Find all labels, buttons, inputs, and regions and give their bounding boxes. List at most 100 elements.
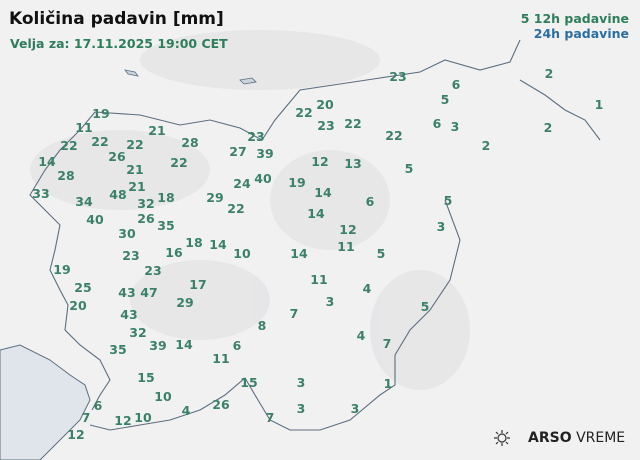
station-value: 19 <box>92 106 110 121</box>
station-value: 40 <box>254 171 272 186</box>
station-value: 22 <box>126 137 144 152</box>
station-value: 26 <box>137 211 155 226</box>
legend-12h-label: 12h padavine <box>533 11 629 26</box>
station-value: 5 <box>420 299 430 314</box>
station-value: 23 <box>122 248 140 263</box>
slovenia-border <box>29 39 601 431</box>
station-value: 32 <box>137 196 155 211</box>
station-value: 22 <box>295 105 313 120</box>
station-value: 21 <box>126 162 144 177</box>
station-value: 23 <box>144 263 162 278</box>
station-value: 5 <box>404 161 414 176</box>
station-value: 16 <box>165 245 183 260</box>
station-value: 30 <box>118 226 136 241</box>
station-value: 6 <box>432 116 442 131</box>
station-value: 35 <box>157 218 175 233</box>
station-value: 26 <box>108 149 126 164</box>
station-value: 11 <box>337 239 355 254</box>
station-value: 22 <box>91 134 109 149</box>
station-value: 20 <box>316 97 334 112</box>
logo-brand: ARSO <box>528 430 572 446</box>
station-value: 43 <box>120 307 138 322</box>
station-value: 5 <box>440 92 450 107</box>
valid-time: Velja za: 17.11.2025 19:00 CET <box>10 36 228 51</box>
station-value: 39 <box>256 146 274 161</box>
station-value: 17 <box>189 277 207 292</box>
station-value: 15 <box>137 370 155 385</box>
station-value: 48 <box>109 187 127 202</box>
station-value: 2 <box>544 66 554 81</box>
station-value: 11 <box>212 351 230 366</box>
station-value: 22 <box>60 138 78 153</box>
station-value: 10 <box>233 246 251 261</box>
sea <box>0 344 91 460</box>
station-value: 3 <box>296 401 306 416</box>
station-value: 10 <box>134 410 152 425</box>
station-value: 4 <box>181 403 191 418</box>
station-value: 5 <box>443 193 453 208</box>
station-value: 1 <box>594 97 604 112</box>
station-value: 35 <box>109 342 127 357</box>
station-value: 18 <box>185 235 203 250</box>
station-value: 8 <box>257 318 267 333</box>
station-value: 4 <box>362 281 372 296</box>
station-value: 39 <box>149 338 167 353</box>
station-value: 25 <box>74 280 92 295</box>
station-value: 21 <box>128 179 146 194</box>
station-value: 22 <box>385 128 403 143</box>
station-value: 6 <box>232 338 242 353</box>
station-value: 22 <box>170 155 188 170</box>
station-value: 2 <box>543 120 553 135</box>
station-value: 32 <box>129 325 147 340</box>
station-value: 20 <box>69 298 87 313</box>
station-value: 18 <box>157 190 175 205</box>
station-value: 15 <box>240 375 258 390</box>
station-value: 6 <box>365 194 375 209</box>
station-value: 29 <box>206 190 224 205</box>
station-value: 23 <box>317 118 335 133</box>
station-value: 47 <box>140 285 158 300</box>
logo-product: VREME <box>576 430 626 446</box>
lake <box>124 69 139 77</box>
station-value: 24 <box>233 176 251 191</box>
station-value: 11 <box>75 120 93 135</box>
station-value: 40 <box>86 212 104 227</box>
station-value: 12 <box>339 222 357 237</box>
station-value: 6 <box>93 398 103 413</box>
legend-24h-label: 24h padavine <box>533 26 629 41</box>
station-value: 3 <box>350 401 360 416</box>
station-value: 7 <box>382 336 392 351</box>
station-value: 5 <box>376 246 386 261</box>
station-value: 22 <box>227 201 245 216</box>
station-value: 3 <box>450 119 460 134</box>
station-value: 23 <box>247 129 265 144</box>
station-value: 2 <box>481 138 491 153</box>
station-value: 14 <box>209 237 227 252</box>
station-value: 10 <box>154 389 172 404</box>
lake <box>239 77 257 85</box>
station-value: 43 <box>118 285 136 300</box>
station-value: 22 <box>344 116 362 131</box>
station-value: 14 <box>175 337 193 352</box>
station-value: 28 <box>57 168 75 183</box>
station-value: 3 <box>296 375 306 390</box>
station-value: 7 <box>81 410 91 425</box>
sun-cloud-icon <box>494 430 510 446</box>
station-value: 3 <box>325 294 335 309</box>
station-value: 27 <box>229 144 247 159</box>
station-value: 33 <box>32 186 50 201</box>
station-value: 23 <box>389 69 407 84</box>
legend-sample-value: 5 <box>520 11 530 26</box>
map-title: Količina padavin [mm] <box>9 9 224 29</box>
arso-logo: ARSO VREME <box>492 429 625 447</box>
station-value: 34 <box>75 194 93 209</box>
station-value: 14 <box>38 154 56 169</box>
station-value: 7 <box>265 410 275 425</box>
station-value: 14 <box>307 206 325 221</box>
station-value: 1 <box>383 376 393 391</box>
station-value: 11 <box>310 272 328 287</box>
station-value: 26 <box>212 397 230 412</box>
station-value: 13 <box>344 156 362 171</box>
station-value: 19 <box>288 175 306 190</box>
